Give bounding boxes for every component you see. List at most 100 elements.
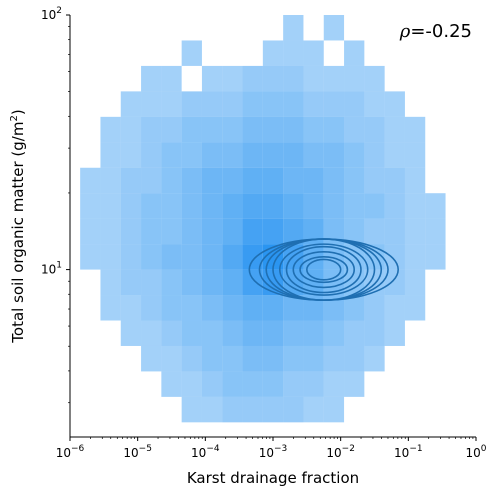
histogram-bin <box>222 65 243 92</box>
histogram-bin <box>120 193 142 219</box>
histogram-bin <box>141 345 162 372</box>
histogram-bin <box>364 65 385 92</box>
histogram-bin <box>283 15 304 41</box>
histogram-bin <box>161 269 182 296</box>
histogram-bin <box>404 167 426 194</box>
histogram-bin <box>283 345 304 372</box>
y-tick-label: 101 <box>41 261 62 277</box>
histogram-bin <box>303 142 324 168</box>
histogram-bin <box>384 193 405 219</box>
x-axis-label: Karst drainage fraction <box>187 469 359 487</box>
histogram-bin <box>303 167 324 194</box>
histogram-bin <box>141 142 162 168</box>
histogram-bin <box>141 295 162 321</box>
histogram-bin <box>303 371 324 397</box>
histogram-bin <box>364 167 385 194</box>
kde-contour <box>285 245 362 294</box>
kde-contour <box>272 238 376 301</box>
y-axis-label-main: Total soil organic matter (g/m <box>9 122 27 344</box>
histogram-bin <box>181 396 202 423</box>
kde-contour <box>278 243 369 296</box>
histogram-bin <box>181 193 202 219</box>
histogram-bin <box>222 244 243 270</box>
histogram-bin <box>404 218 426 245</box>
histogram-bin <box>303 116 324 143</box>
histogram-bin <box>262 91 284 117</box>
histogram-bin <box>222 167 243 194</box>
histogram-bin <box>242 65 263 92</box>
histogram-bin <box>242 396 263 423</box>
kde-contour <box>299 256 349 284</box>
histogram-bin <box>222 345 243 372</box>
histogram-bin <box>181 40 202 66</box>
histogram-bin <box>161 244 182 270</box>
histogram-bin <box>262 65 284 92</box>
histogram-bin <box>344 218 365 245</box>
histogram-bin <box>161 142 182 168</box>
kde-contour <box>306 258 342 281</box>
histogram-bin <box>201 167 223 194</box>
x-tick-label: 10−6 <box>56 444 85 460</box>
y-axis-label-close: ) <box>9 109 27 115</box>
histogram-bin <box>283 116 304 143</box>
histogram-bin <box>242 91 263 117</box>
histogram-bin <box>201 371 223 397</box>
histogram-bin <box>283 295 304 321</box>
histogram-bin <box>201 345 223 372</box>
histogram-bin <box>283 167 304 194</box>
histogram-bin <box>384 295 405 321</box>
histogram-bin <box>262 371 284 397</box>
histogram-bin <box>303 295 324 321</box>
histogram-bin <box>100 269 121 296</box>
histogram-bin <box>120 295 142 321</box>
histogram-bin <box>262 142 284 168</box>
histogram-bin <box>80 193 101 219</box>
histogram-bin <box>344 167 365 194</box>
histogram-bin <box>120 142 142 168</box>
histogram-bin <box>161 116 182 143</box>
histogram-bin <box>262 193 284 219</box>
histogram-bin <box>344 40 365 66</box>
y-axis-label-superscript: 2 <box>9 115 20 121</box>
histogram-bin <box>80 167 101 194</box>
histogram-bin <box>303 244 324 270</box>
histogram-bin <box>404 193 426 219</box>
histogram-bin <box>364 345 385 372</box>
x-tick-label: 10−2 <box>326 444 355 460</box>
histogram-bin <box>201 91 223 117</box>
histogram-bin <box>404 116 426 143</box>
histogram-bin <box>100 295 121 321</box>
histogram-bin <box>222 396 243 423</box>
histogram-bin <box>242 116 263 143</box>
histogram-bin <box>384 142 405 168</box>
ticks: 10−6 10−5 10−4 10−3 10−2 10−1 100 101 102 <box>41 6 487 460</box>
histogram-bin <box>201 142 223 168</box>
histogram-bin <box>303 65 324 92</box>
histogram-bin <box>323 65 345 92</box>
histogram-bin <box>201 116 223 143</box>
histogram-bin <box>120 244 142 270</box>
histogram-bin <box>323 91 345 117</box>
histogram-bin <box>222 193 243 219</box>
histogram-bin <box>141 193 162 219</box>
histogram-bin <box>323 396 345 423</box>
histogram-bin <box>181 91 202 117</box>
y-tick-label: 102 <box>41 6 62 22</box>
histogram-bin <box>141 244 162 270</box>
histogram-bin <box>242 142 263 168</box>
histogram-bin <box>283 396 304 423</box>
histogram-bin <box>201 65 223 92</box>
histogram-bin <box>344 91 365 117</box>
kde-contour-layer <box>248 238 399 301</box>
histogram-bin <box>283 91 304 117</box>
histogram-bin <box>323 244 345 270</box>
histogram-bin <box>303 40 324 66</box>
histogram-bin <box>425 193 446 219</box>
histogram-bin <box>323 345 345 372</box>
histogram-bin <box>141 218 162 245</box>
histogram-bin <box>364 91 385 117</box>
histogram-bin <box>181 269 202 296</box>
histogram-bin <box>344 116 365 143</box>
x-tick-label: 100 <box>465 444 486 460</box>
